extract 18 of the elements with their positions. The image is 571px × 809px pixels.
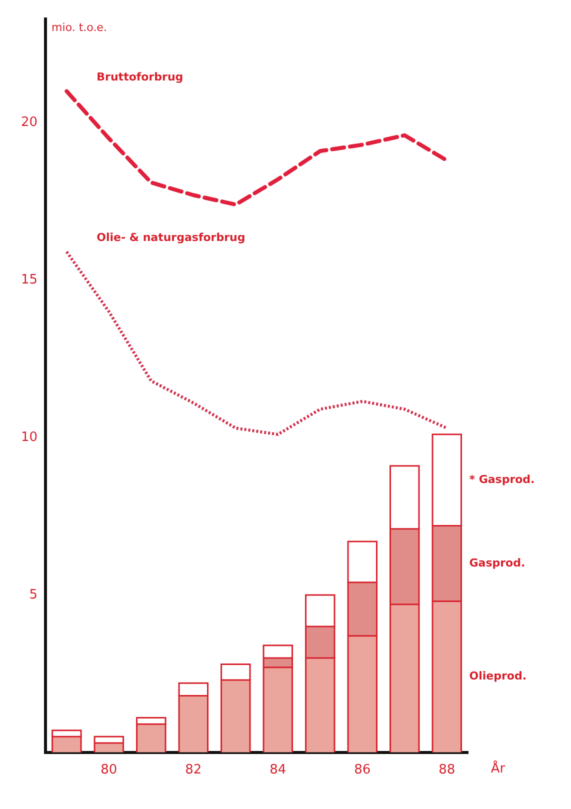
- y-tick-label: 15: [20, 272, 38, 288]
- x-axis-title: År: [490, 759, 506, 776]
- text: Bruttoforbrug: [96, 70, 184, 84]
- y-tick-label: 20: [20, 115, 38, 130]
- series-label: Gasprod.: [469, 556, 526, 570]
- x-tick-label: 88: [438, 762, 456, 778]
- y-axis-title: mio. t.o.e.: [52, 21, 107, 34]
- line-series: [64, 89, 449, 207]
- series-label: Olieprod.: [469, 670, 527, 683]
- y-tick-label: 10: [20, 430, 38, 445]
- x-tick-label: 86: [354, 762, 371, 778]
- series-label: * Gasprod.: [469, 472, 535, 486]
- x-tick-label: 84: [270, 762, 286, 778]
- y-tick-label: 5: [29, 587, 38, 602]
- line-series: [65, 250, 448, 436]
- text: Olie- & naturgasforbrug: [96, 231, 246, 244]
- x-tick-label: 80: [100, 762, 118, 778]
- x-tick-label: 82: [185, 762, 202, 778]
